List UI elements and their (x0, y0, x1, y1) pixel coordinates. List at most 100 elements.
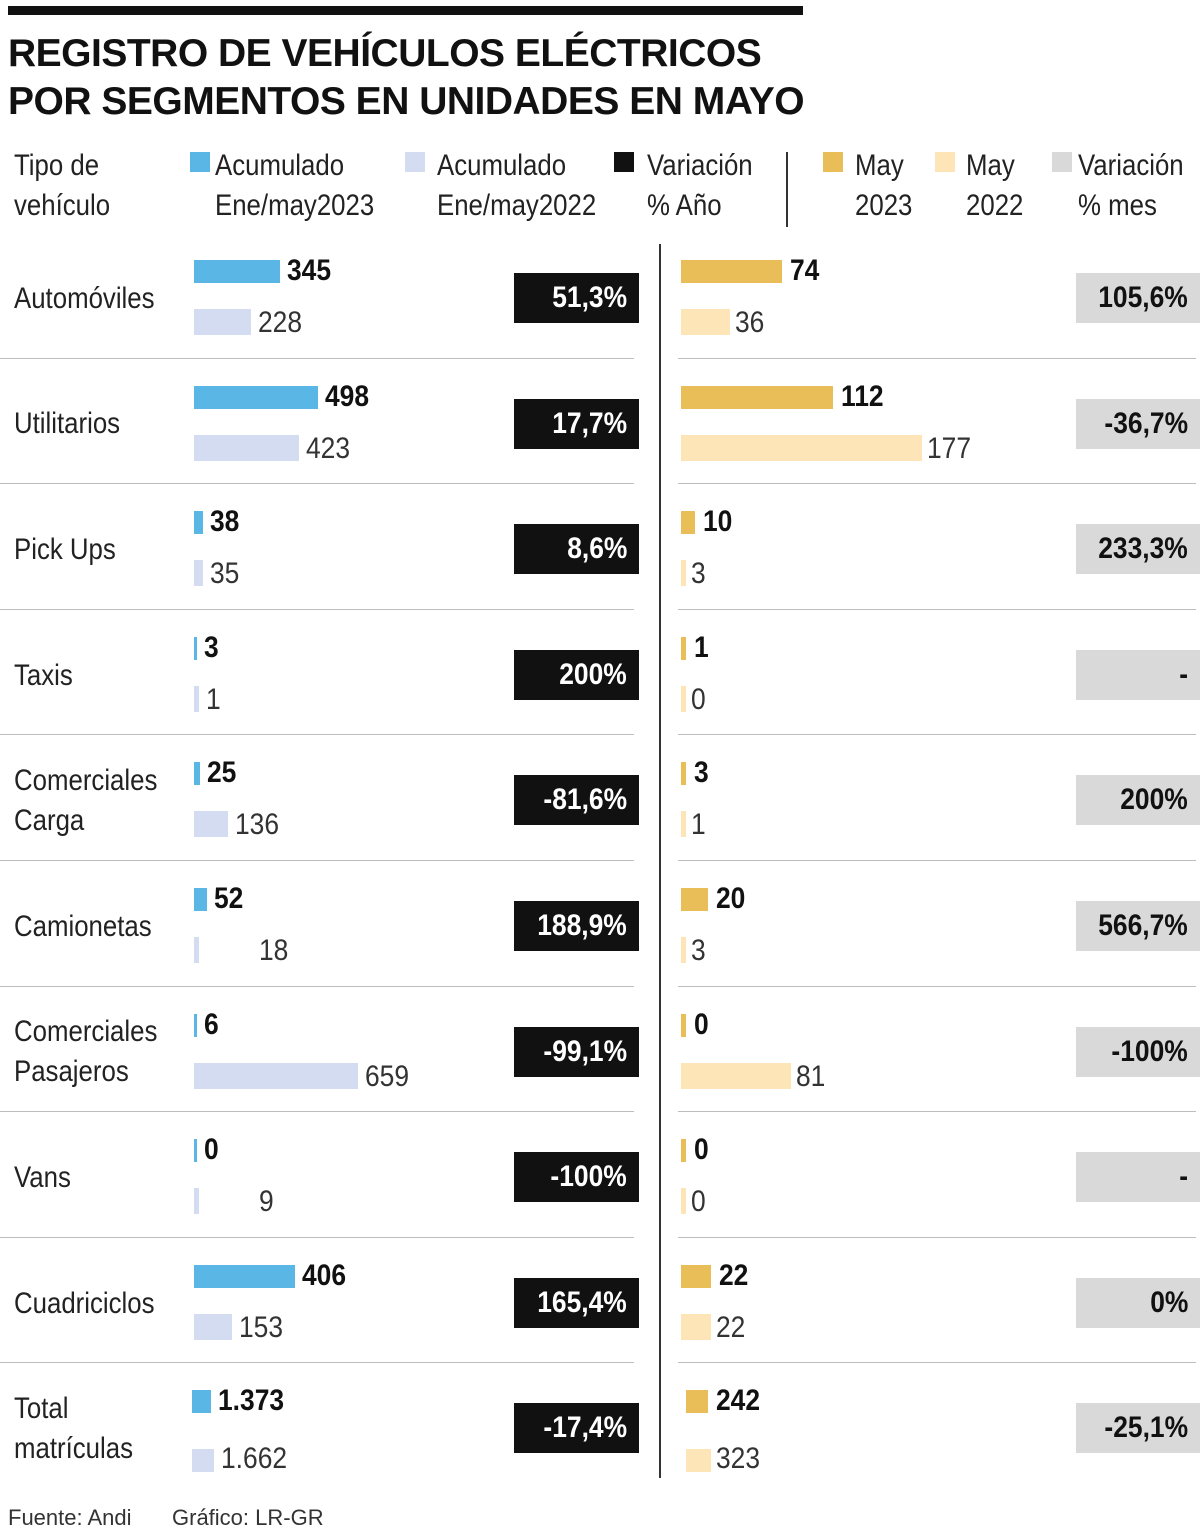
bar-acc2023 (194, 1013, 197, 1037)
row-separator-left (0, 483, 634, 485)
bar-may2023 (681, 385, 834, 409)
variation-year-box: -81,6% (514, 775, 639, 826)
variation-year-box: 188,9% (514, 901, 639, 951)
legend-acc2023-line-1: Acumulado (215, 149, 345, 182)
row-label-line: Carga (14, 804, 85, 838)
legend-category: Tipo de vehículo (14, 146, 110, 226)
value-acc2023: 52 (213, 882, 244, 915)
value-may2023: 0 (694, 1133, 709, 1167)
value-acc2023: 3 (204, 630, 219, 664)
legend-may2022-line-2: 2022 (966, 189, 1024, 222)
variation-year-value: 8,6% (566, 532, 627, 566)
row-label: Utilitarios (14, 404, 120, 444)
bar-acc2023 (192, 1390, 211, 1414)
legend-may2022: May 2022 (966, 146, 1023, 226)
legend-var-year-line-2: % Año (647, 189, 722, 222)
variation-month-value: 105,6% (1098, 281, 1188, 314)
bar-acc2023 (194, 260, 280, 283)
value-acc2023: 498 (325, 379, 370, 413)
graphic-credit: Gráfico: LR-GR (172, 1505, 324, 1530)
bar-acc2022 (194, 560, 203, 587)
row-label-line: Total (14, 1392, 69, 1426)
variation-month-value: -25,1% (1104, 1411, 1188, 1445)
variation-month-value: 0% (1149, 1285, 1188, 1319)
legend-swatch-acc2022 (405, 152, 425, 172)
legend-swatch-may2022 (935, 152, 955, 172)
source-note: Fuente: Andi (8, 1505, 132, 1530)
variation-month-value: 200% (1120, 783, 1188, 817)
variation-year-box: 51,3% (514, 273, 639, 323)
variation-month-value: -100% (1111, 1034, 1188, 1068)
bar-acc2023 (194, 511, 204, 535)
value-acc2022: 228 (257, 306, 302, 339)
legend-category-line-1: Tipo de (14, 149, 100, 182)
row-separator-right (678, 860, 1196, 861)
row-separator-left (0, 1111, 634, 1113)
row-separator-right (678, 1236, 1196, 1238)
value-acc2023: 38 (210, 505, 240, 539)
bar-may2022 (681, 1188, 686, 1215)
bar-may2023 (681, 260, 782, 283)
legend-swatch-acc2023 (190, 152, 210, 172)
legend-may2023-line-2: 2023 (855, 189, 913, 222)
value-acc2023: 0 (204, 1133, 219, 1167)
value-may2023: 1 (694, 630, 709, 664)
variation-month-box: 233,3% (1076, 524, 1200, 575)
row-label: Camionetas (14, 907, 152, 947)
title-line-1: REGISTRO DE VEHÍCULOS ELÉCTRICOS (8, 32, 762, 75)
legend-may2023-line-1: May (855, 149, 904, 182)
value-may2022: 1 (691, 808, 706, 842)
legend-acc2022: Acumulado Ene/may2022 (437, 146, 596, 226)
variation-year-value: -81,6% (543, 783, 627, 817)
bar-may2022 (681, 309, 730, 335)
value-may2022: 3 (691, 557, 706, 591)
value-may2023: 0 (694, 1007, 709, 1041)
legend-may2022-line-1: May (966, 149, 1015, 182)
bar-acc2022 (194, 434, 300, 461)
value-may2022: 22 (715, 1310, 746, 1344)
bar-acc2023 (194, 1264, 296, 1288)
legend-divider (786, 152, 788, 227)
legend-var-year: Variación % Año (647, 146, 753, 226)
bar-may2022 (681, 1062, 792, 1089)
value-may2022: 81 (796, 1059, 826, 1093)
row-label-line: Comerciales (14, 764, 158, 798)
legend-category-line-2: vehículo (14, 189, 111, 222)
bar-may2023 (681, 888, 709, 911)
value-may2023: 242 (716, 1384, 761, 1418)
row-label-line: Pasajeros (14, 1055, 129, 1089)
legend-acc2022-line-2: Ene/may2022 (437, 189, 597, 222)
row-separator-right (678, 608, 1196, 610)
row-label: Comerciales Pasajeros (14, 1012, 157, 1092)
row-separator-left (0, 734, 634, 736)
variation-month-box: -25,1% (1076, 1403, 1200, 1454)
variation-year-value: -100% (550, 1160, 627, 1194)
bar-may2022 (681, 560, 686, 587)
row-label: Cuadriciclos (14, 1284, 155, 1324)
value-may2023: 3 (694, 756, 709, 790)
legend-acc2023: Acumulado Ene/may2023 (215, 146, 374, 226)
row-label-line: matrículas (14, 1432, 134, 1466)
value-may2022: 323 (716, 1442, 761, 1476)
row-separator-left (0, 985, 634, 987)
row-label: Automóviles (14, 279, 155, 319)
row-label-line: Pick Ups (14, 533, 116, 566)
row-separator-right (678, 1111, 1196, 1113)
value-acc2022: 423 (306, 431, 351, 465)
legend-var-year-line-1: Variación (647, 149, 753, 182)
variation-year-value: -17,4% (543, 1411, 627, 1445)
legend-var-month: Variación % mes (1078, 146, 1184, 226)
variation-month-box: 200% (1076, 775, 1200, 826)
value-may2022: 177 (926, 431, 971, 465)
bar-acc2022 (192, 1449, 214, 1473)
value-acc2023: 25 (207, 756, 237, 790)
chart-title: REGISTRO DE VEHÍCULOS ELÉCTRICOS POR SEG… (8, 30, 908, 126)
bar-may2023 (681, 762, 686, 786)
variation-month-box: -36,7% (1076, 398, 1200, 449)
legend-swatch-var-month (1052, 152, 1072, 172)
section-divider (659, 244, 661, 1478)
bar-may2022 (681, 434, 922, 461)
bar-acc2022 (194, 309, 251, 335)
variation-month-value: - (1179, 657, 1188, 691)
variation-year-box: -99,1% (514, 1026, 639, 1077)
